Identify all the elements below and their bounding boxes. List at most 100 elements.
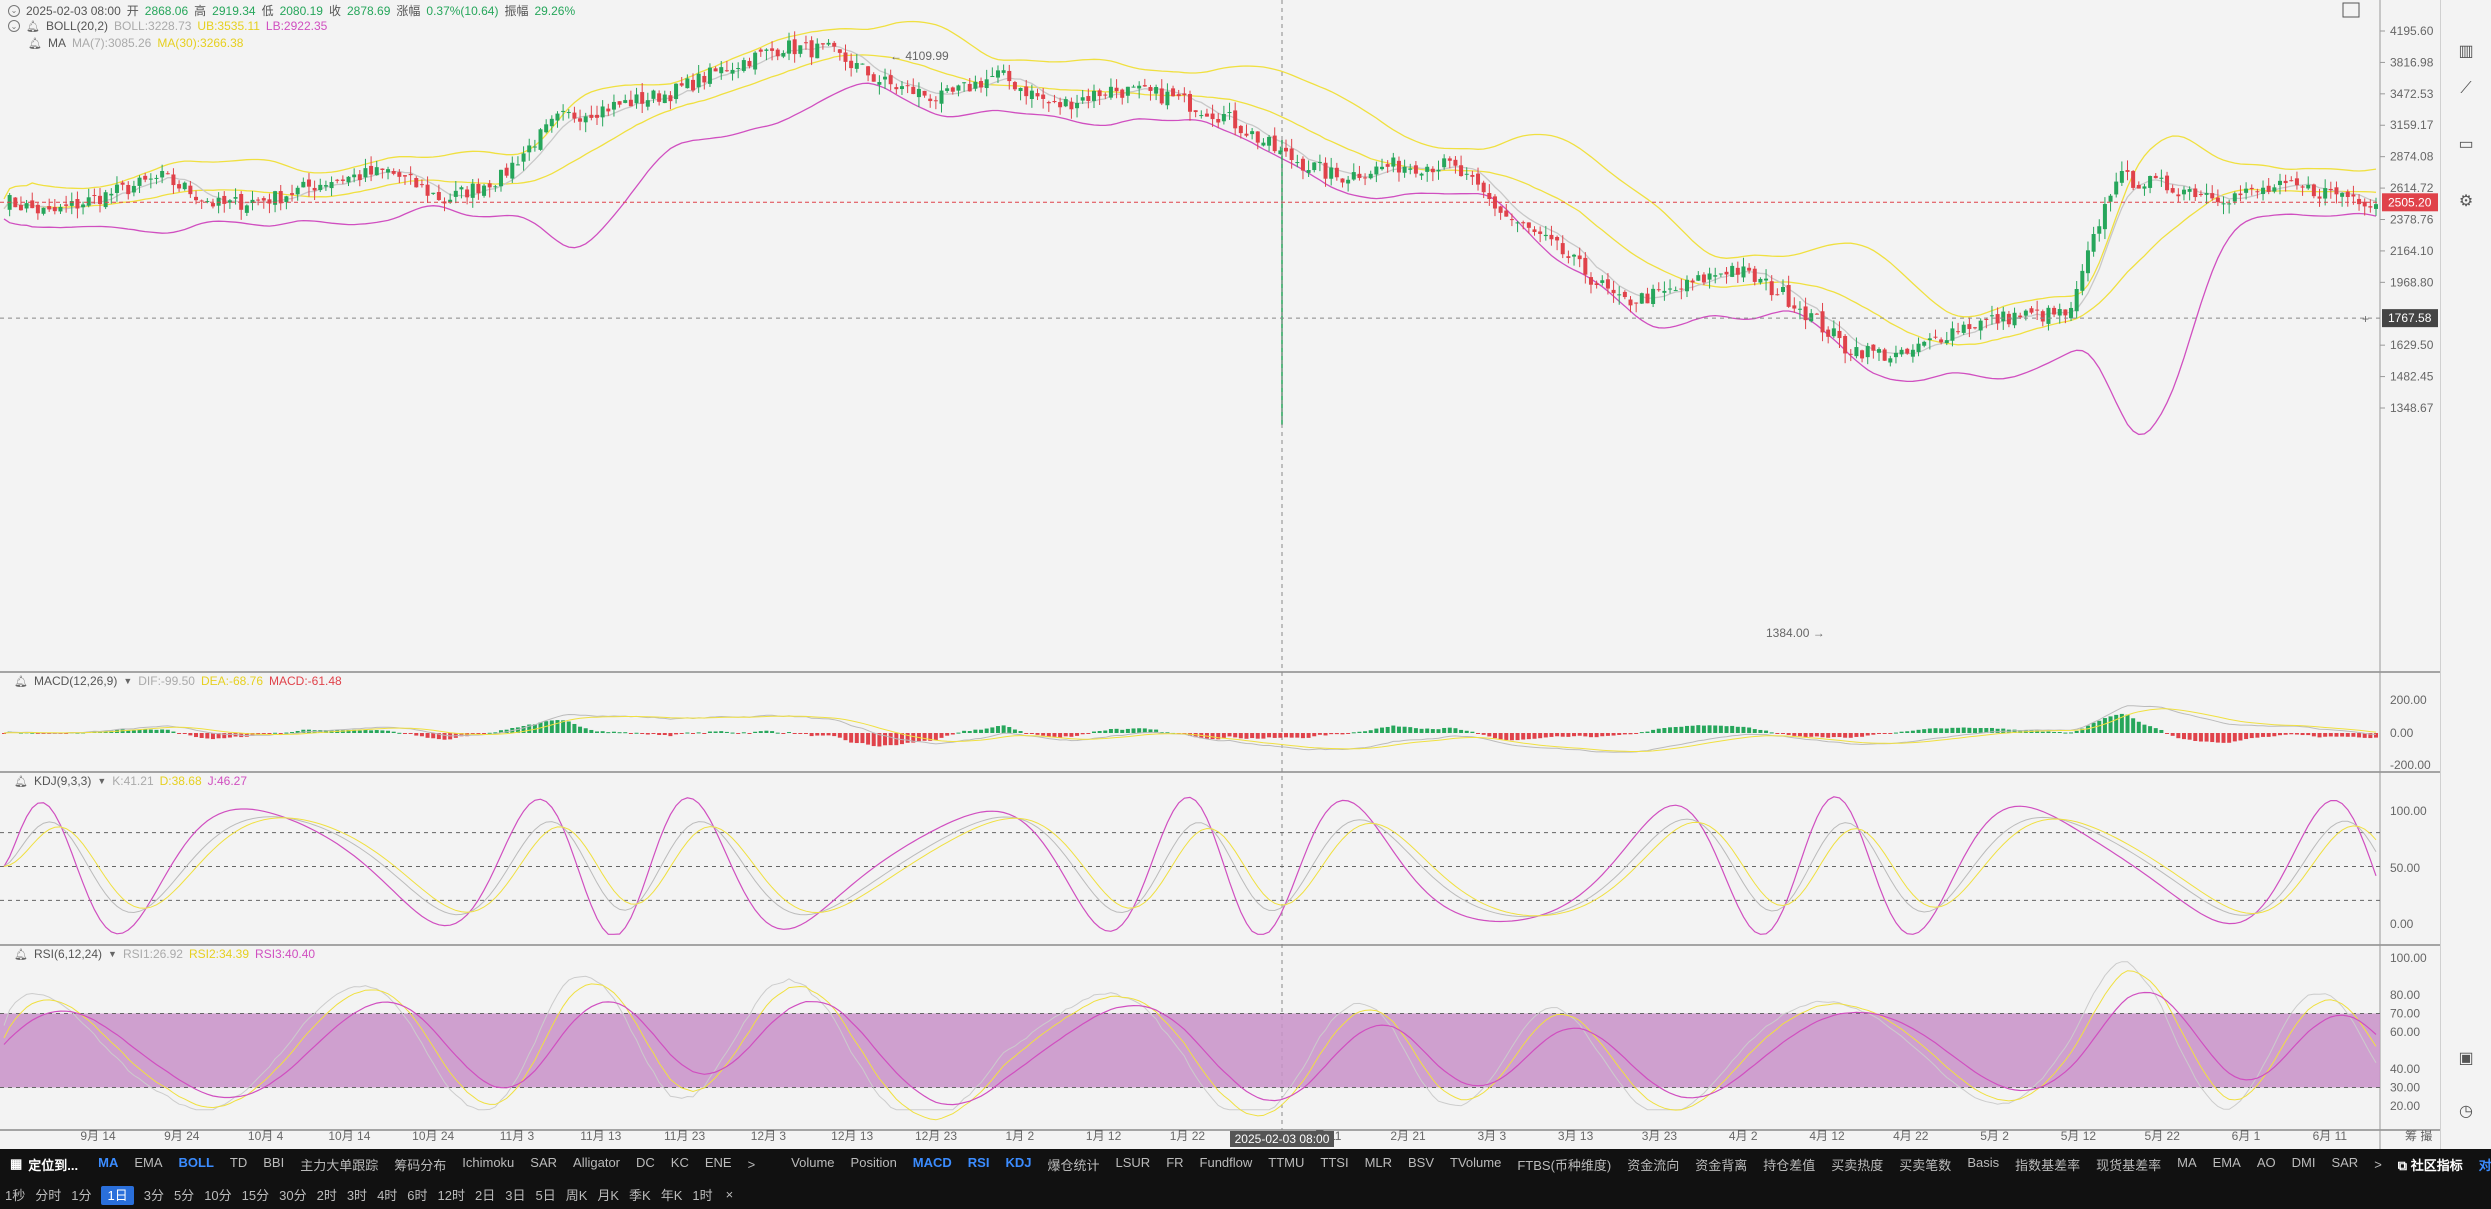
- interval-9[interactable]: 2时: [316, 1187, 337, 1203]
- sub-indicator-1[interactable]: Position: [850, 1154, 897, 1170]
- main-indicator-12[interactable]: ENE: [704, 1154, 732, 1170]
- interval-10[interactable]: 3时: [346, 1187, 368, 1203]
- chart-type-icon[interactable]: ▥: [2458, 43, 2474, 60]
- bell-icon[interactable]: 🔔︎: [28, 37, 42, 50]
- interval-7[interactable]: 15分: [241, 1187, 270, 1203]
- sub-indicator-14[interactable]: FTBS(币种维度): [1517, 1157, 1612, 1173]
- interval-16[interactable]: 5日: [535, 1187, 556, 1203]
- main-indicator-3[interactable]: TD: [229, 1154, 248, 1170]
- sub-indicator-20[interactable]: Basis: [1967, 1154, 2000, 1170]
- macd-bar: [369, 730, 374, 733]
- sub-indicator-8[interactable]: Fundflow: [1199, 1154, 1253, 1170]
- trend-line-icon[interactable]: ⟋: [2460, 80, 2472, 97]
- main-indicator-11[interactable]: KC: [670, 1154, 689, 1170]
- settings-icon[interactable]: ⚙: [2458, 193, 2474, 210]
- interval-13[interactable]: 12时: [437, 1187, 465, 1203]
- interval-18[interactable]: 月K: [597, 1187, 620, 1203]
- sub-indicator-4[interactable]: KDJ: [1005, 1154, 1032, 1170]
- interval-20[interactable]: 年K: [660, 1187, 683, 1203]
- macd-bar: [1730, 725, 1735, 733]
- main-more-button[interactable]: >: [747, 1156, 756, 1172]
- dropdown-icon[interactable]: ▼: [108, 949, 117, 959]
- sub-indicator-0[interactable]: Volume: [791, 1154, 835, 1170]
- interval-8[interactable]: 30分: [279, 1187, 307, 1203]
- bell-icon[interactable]: 🔔︎: [14, 775, 28, 788]
- sub-indicator-10[interactable]: TTSI: [1320, 1154, 1349, 1170]
- sub-indicator-13[interactable]: TVolume: [1450, 1154, 1502, 1170]
- interval-17[interactable]: 周K: [565, 1187, 588, 1203]
- dropdown-icon[interactable]: ▼: [123, 676, 133, 686]
- main-indicator-10[interactable]: DC: [636, 1154, 655, 1170]
- sub-indicator-7[interactable]: FR: [1166, 1154, 1184, 1170]
- sub-indicator-21[interactable]: 指数基差率: [2015, 1157, 2081, 1173]
- sub-indicator-25[interactable]: AO: [2256, 1154, 2276, 1170]
- main-indicator-0[interactable]: MA: [98, 1154, 119, 1170]
- sub-indicator-19[interactable]: 买卖笔数: [1899, 1157, 1952, 1173]
- interval-4[interactable]: 3分: [143, 1187, 164, 1203]
- layout-icon[interactable]: ▣: [2458, 1050, 2474, 1067]
- sub-indicator-22[interactable]: 现货基差率: [2096, 1157, 2162, 1173]
- main-indicator-7[interactable]: Ichimoku: [462, 1154, 515, 1170]
- interval-15[interactable]: 3日: [505, 1187, 526, 1203]
- main-indicator-8[interactable]: SAR: [530, 1154, 558, 1170]
- candle-body: [1735, 267, 1740, 275]
- candle-body: [177, 184, 182, 189]
- interval-1[interactable]: 分时: [35, 1187, 62, 1203]
- macd-bar: [1978, 728, 1983, 733]
- macd-bar: [1029, 733, 1034, 734]
- log-scale-button[interactable]: 对数: [2478, 1157, 2491, 1173]
- macd-bar: [1538, 733, 1543, 739]
- sub-indicator-24[interactable]: EMA: [2212, 1154, 2241, 1170]
- sub-indicator-6[interactable]: LSUR: [1115, 1154, 1151, 1170]
- sub-indicator-5[interactable]: 爆仓统计: [1047, 1157, 1100, 1173]
- candle-body: [75, 199, 80, 209]
- main-indicator-5[interactable]: 主力大单跟踪: [300, 1157, 379, 1173]
- locate-button[interactable]: ▦ 定位到...: [0, 1155, 90, 1174]
- sub-indicator-17[interactable]: 持仓差值: [1763, 1157, 1816, 1173]
- interval-2[interactable]: 1分: [71, 1187, 92, 1203]
- sub-indicator-16[interactable]: 资金背离: [1695, 1157, 1748, 1173]
- sub-more-button[interactable]: >: [2374, 1156, 2382, 1172]
- interval-21[interactable]: 1时: [692, 1187, 713, 1203]
- main-indicator-4[interactable]: BBI: [263, 1154, 285, 1170]
- sub-indicator-27[interactable]: SAR: [2331, 1154, 2359, 1170]
- sub-indicator-2[interactable]: MACD: [912, 1154, 952, 1170]
- close-icon[interactable]: ×: [725, 1186, 734, 1202]
- bell-icon[interactable]: 🔔︎: [14, 948, 28, 961]
- interval-14[interactable]: 2日: [475, 1187, 496, 1203]
- candle-body: [1950, 328, 1955, 341]
- interval-19[interactable]: 季K: [629, 1187, 651, 1203]
- macd-bar: [589, 729, 594, 733]
- community-indicators-button[interactable]: ⧉ 社区指标: [2390, 1155, 2471, 1174]
- sub-indicator-3[interactable]: RSI: [967, 1154, 990, 1170]
- camera-icon[interactable]: ◷: [2459, 1103, 2473, 1120]
- sub-indicator-11[interactable]: MLR: [1364, 1154, 1393, 1170]
- bell-icon[interactable]: 🔔︎: [14, 675, 28, 688]
- candle-body: [1504, 210, 1509, 217]
- chart-canvas[interactable]: 4195.60 3816.98 3472.53 3159.17 2874.08 2614.…: [0, 0, 2440, 1149]
- interval-3[interactable]: 1日: [96, 1185, 138, 1205]
- sub-indicator-23[interactable]: MA: [2177, 1154, 2197, 1170]
- main-indicator-1[interactable]: EMA: [134, 1154, 163, 1170]
- sub-indicator-15[interactable]: 资金流向: [1627, 1157, 1680, 1173]
- main-indicator-9[interactable]: Alligator: [573, 1154, 620, 1170]
- interval-12[interactable]: 6时: [407, 1187, 428, 1203]
- sub-indicator-9[interactable]: TTMU: [1268, 1154, 1305, 1170]
- collapse-icon[interactable]: ⌄: [8, 4, 20, 17]
- sub-indicator-12[interactable]: BSV: [1408, 1154, 1435, 1170]
- indicator-icon[interactable]: ▭: [2458, 136, 2474, 153]
- dropdown-icon[interactable]: ▼: [97, 776, 107, 786]
- bell-icon[interactable]: 🔔︎: [26, 20, 40, 33]
- interval-6[interactable]: 10分: [204, 1187, 232, 1203]
- interval-11[interactable]: 4时: [377, 1187, 398, 1203]
- main-indicator-6[interactable]: 筹码分布: [394, 1157, 447, 1173]
- interval-0[interactable]: 1秒: [5, 1187, 26, 1203]
- candle-body: [1905, 348, 1910, 354]
- main-indicator-2[interactable]: BOLL: [178, 1154, 214, 1170]
- interval-5[interactable]: 5分: [173, 1187, 195, 1203]
- sub-indicator-18[interactable]: 买卖热度: [1831, 1157, 1884, 1173]
- sub-indicator-26[interactable]: DMI: [2291, 1154, 2316, 1170]
- collapse-icon[interactable]: ⌄: [8, 20, 20, 32]
- macd-bar: [1758, 729, 1763, 733]
- macd-value: MACD:-61.48: [269, 674, 342, 688]
